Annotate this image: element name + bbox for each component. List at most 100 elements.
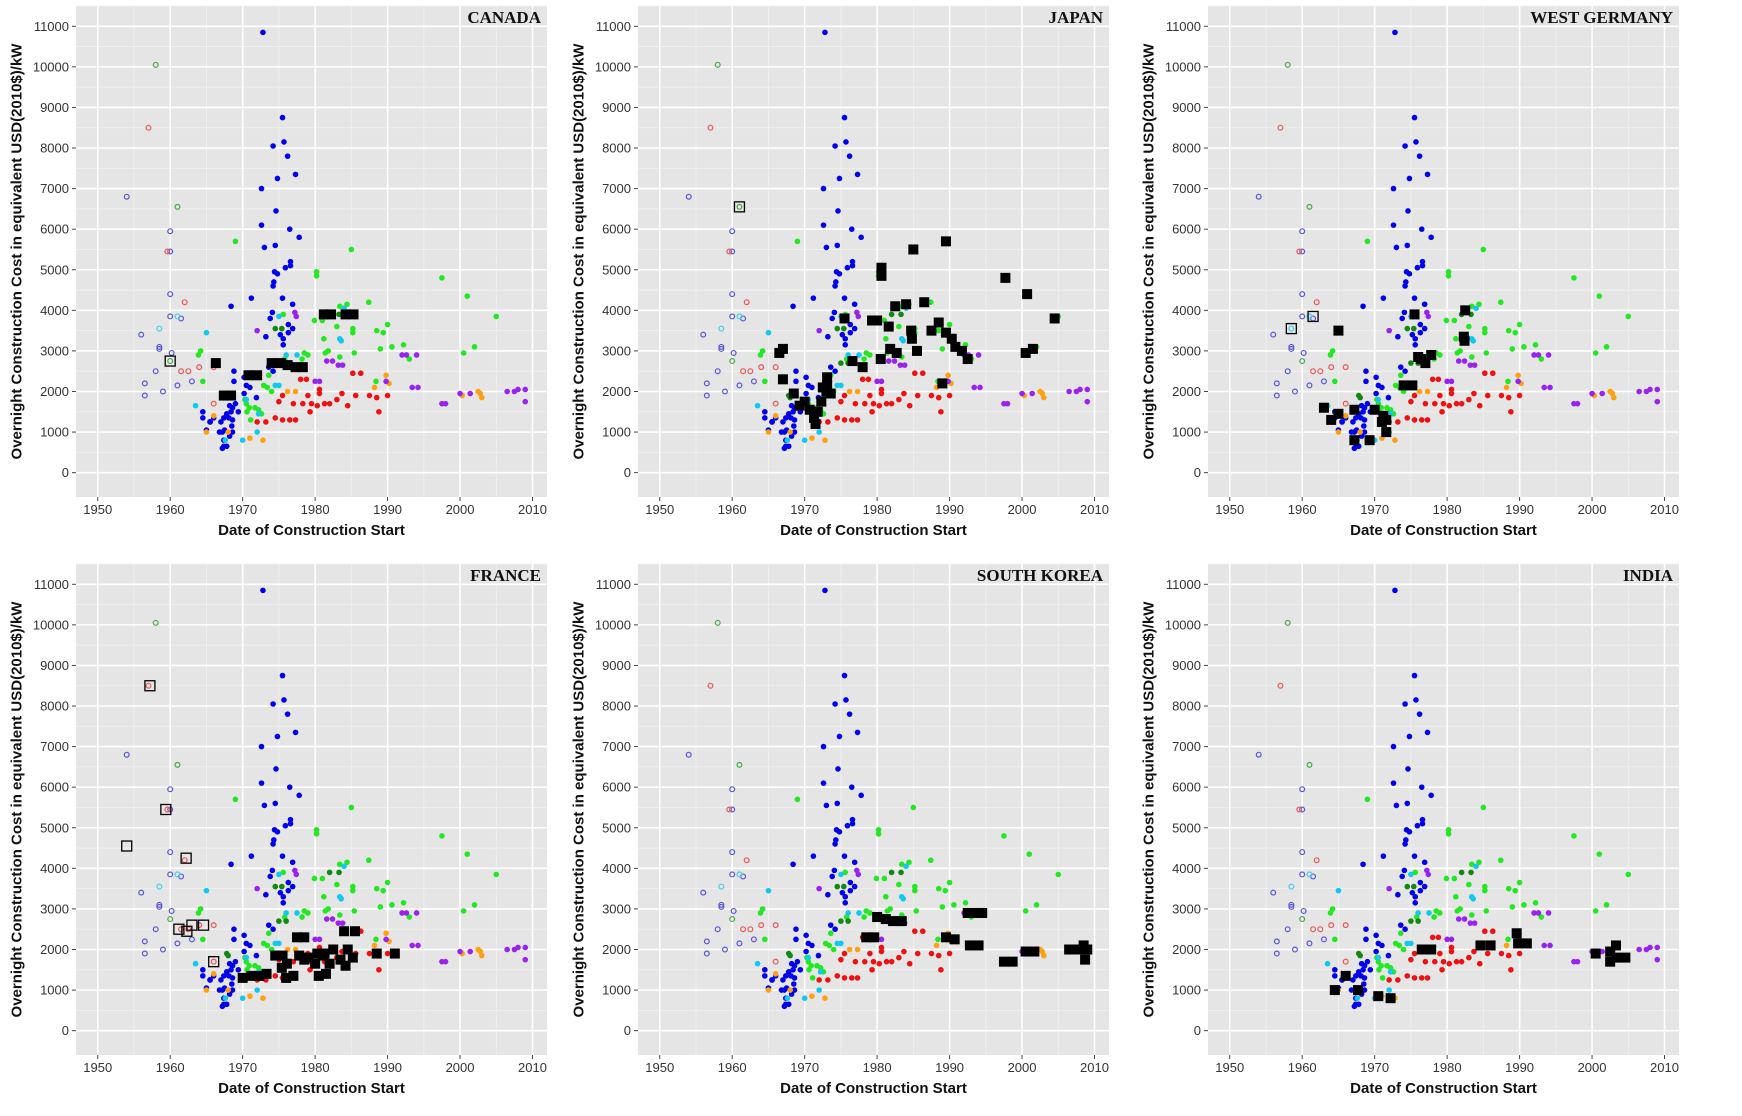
data-point-purple: [1471, 920, 1478, 926]
data-point-green: [1457, 906, 1463, 912]
scatter-plot: 0 1000 2000 3000 4000 5000 6000 7000 8000 9000 100…: [33, 563, 547, 1075]
data-point-open-blue: [1291, 946, 1298, 953]
data-point-purple: [901, 362, 908, 368]
data-point-purple: [415, 384, 421, 391]
data-point-blue: [274, 175, 281, 182]
data-point-blue: [841, 295, 848, 301]
data-point-purple: [1455, 358, 1462, 364]
data-point-purple: [878, 936, 885, 943]
data-point-blue: [1421, 325, 1428, 332]
data-point-blue: [267, 873, 273, 880]
y-tick-label: 9000: [602, 100, 631, 115]
y-tick-label: 6000: [40, 222, 69, 237]
y-tick-label: 3000: [602, 901, 631, 916]
data-point-cyan: [294, 352, 300, 358]
x-tick-label: 1970: [228, 502, 257, 517]
data-point-red: [816, 977, 822, 983]
data-point-red: [316, 390, 323, 397]
data-point-open-blue: [714, 368, 721, 375]
data-point-green: [336, 861, 343, 868]
highlight-square: [1333, 408, 1344, 419]
data-point-darkgreen: [1408, 360, 1414, 366]
data-point-blue: [270, 283, 276, 289]
data-point-green: [350, 887, 356, 894]
data-point-cyan: [341, 863, 347, 870]
data-point-green: [942, 887, 949, 894]
data-point-blue: [1399, 315, 1405, 322]
y-tick-label: 9000: [602, 658, 631, 673]
data-point-green: [1482, 883, 1488, 890]
data-point-green: [464, 293, 471, 299]
data-point-open-blue: [729, 806, 736, 813]
data-point-blue: [292, 729, 299, 736]
highlight-square: [949, 934, 960, 945]
panel-title: CANADA: [467, 8, 541, 27]
data-point-purple: [1654, 956, 1661, 963]
data-point-blue: [762, 973, 768, 979]
data-point-orange: [772, 971, 779, 977]
data-point-open-red: [1296, 806, 1303, 813]
data-point-open-blue: [156, 343, 163, 350]
data-point-green: [1466, 881, 1472, 888]
data-point-purple: [403, 910, 410, 916]
data-point-cyan: [817, 969, 824, 975]
data-point-green: [1033, 902, 1040, 908]
x-tick-label: 1990: [373, 502, 402, 517]
data-point-blue: [1351, 1003, 1358, 1010]
data-point-open-cyan: [736, 871, 743, 878]
data-point-blue: [793, 936, 799, 943]
highlight-square: [1326, 414, 1337, 425]
data-point-blue: [229, 429, 236, 435]
data-point-open-blue: [174, 382, 181, 389]
data-point-purple: [1077, 386, 1083, 393]
data-point-blue: [1406, 829, 1413, 835]
data-point-purple: [885, 358, 892, 364]
data-point-blue: [228, 303, 234, 310]
data-point-red: [862, 400, 868, 407]
data-point-green: [1055, 871, 1062, 878]
x-tick-label: 1950: [83, 502, 112, 517]
data-point-open-blue: [1288, 345, 1295, 352]
data-point-green: [794, 796, 801, 803]
highlight-square: [1020, 347, 1031, 358]
y-axis-label: Overnight Construction Cost in equivalen…: [1140, 43, 1158, 459]
data-point-red: [279, 392, 286, 399]
y-tick-label: 10000: [595, 617, 631, 632]
data-point-purple: [1654, 944, 1661, 951]
data-point-red: [1437, 392, 1443, 399]
data-point-open-blue: [1306, 382, 1313, 389]
data-point-green: [935, 327, 942, 334]
highlight-square: [294, 950, 305, 961]
panel-japan: 0 1000 2000 3000 4000 5000 6000 7000 8000 9000 100…: [562, 0, 1124, 556]
data-point-blue: [289, 325, 296, 332]
data-point-blue: [263, 333, 269, 340]
data-point-blue: [836, 733, 843, 740]
data-point-green: [344, 859, 350, 866]
highlight-square: [1475, 940, 1486, 951]
data-point-blue: [836, 175, 843, 182]
data-point-red: [373, 394, 380, 401]
data-point-purple: [442, 400, 449, 407]
data-point-darkgreen: [898, 311, 904, 318]
data-point-purple: [1545, 910, 1552, 916]
data-point-blue: [1402, 283, 1408, 289]
data-point-red: [1429, 934, 1436, 941]
data-point-blue: [822, 587, 828, 594]
data-point-darkgreen: [278, 883, 285, 890]
data-point-purple: [1386, 885, 1392, 892]
highlight-square-open: [180, 852, 192, 864]
highlight-square: [326, 309, 337, 320]
data-point-blue: [1424, 729, 1431, 736]
data-point-red: [1453, 400, 1460, 407]
x-axis-label: Date of Construction Start: [1350, 1080, 1537, 1097]
data-point-blue: [218, 419, 224, 425]
highlight-square-open: [181, 925, 193, 937]
data-point-orange: [822, 995, 828, 1001]
data-point-blue: [1355, 1001, 1362, 1008]
highlight-square: [261, 968, 272, 979]
data-point-green: [1480, 246, 1487, 253]
data-point-red: [1446, 960, 1453, 967]
data-point-red: [1418, 975, 1425, 981]
y-tick-label: 0: [62, 1023, 69, 1038]
highlight-square: [876, 270, 887, 281]
